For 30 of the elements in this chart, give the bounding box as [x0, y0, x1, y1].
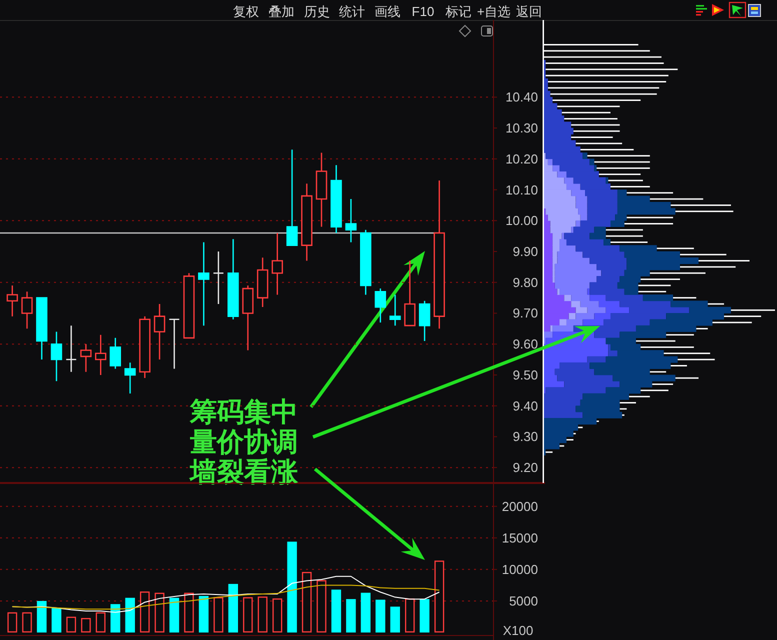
y-tick-label: 9.90	[512, 244, 538, 259]
y-tick-label: 9.70	[512, 306, 538, 321]
y-axis-title: X100	[502, 622, 534, 638]
y-tick-label: 15000	[502, 530, 538, 546]
text: F10	[412, 4, 434, 18]
text: +自选	[477, 4, 511, 18]
y-tick-label: 10000	[502, 562, 538, 577]
y-tick-label: 9.20	[512, 460, 538, 476]
y-tick-label: 10.20	[505, 151, 538, 166]
annotation: 墙裂看涨	[189, 457, 299, 487]
y-tick-label: 10.00	[505, 213, 538, 228]
y-tick-label: 10.40	[505, 90, 538, 105]
text: 复权	[233, 4, 259, 18]
y-tick-label: 9.80	[512, 274, 538, 290]
text: 统计	[339, 4, 366, 18]
text: 叠加	[268, 4, 294, 18]
y-tick-label: 20000	[502, 498, 538, 514]
text: 返回	[516, 4, 542, 18]
text: 历史	[304, 4, 330, 18]
annotation: 量价协调	[189, 427, 298, 457]
y-tick-label: 9.60	[512, 336, 538, 352]
y-tick-label: 10.30	[505, 120, 538, 136]
annotation: 筹码集中	[189, 397, 298, 427]
y-tick-label: 10.10	[505, 182, 538, 198]
y-tick-label: 9.50	[512, 367, 538, 382]
y-tick-label: 5000	[509, 593, 538, 608]
y-tick-label: 9.30	[512, 429, 538, 444]
text: 标记	[444, 4, 472, 18]
text: 画线	[374, 4, 401, 18]
y-tick-label: 9.40	[512, 398, 538, 414]
